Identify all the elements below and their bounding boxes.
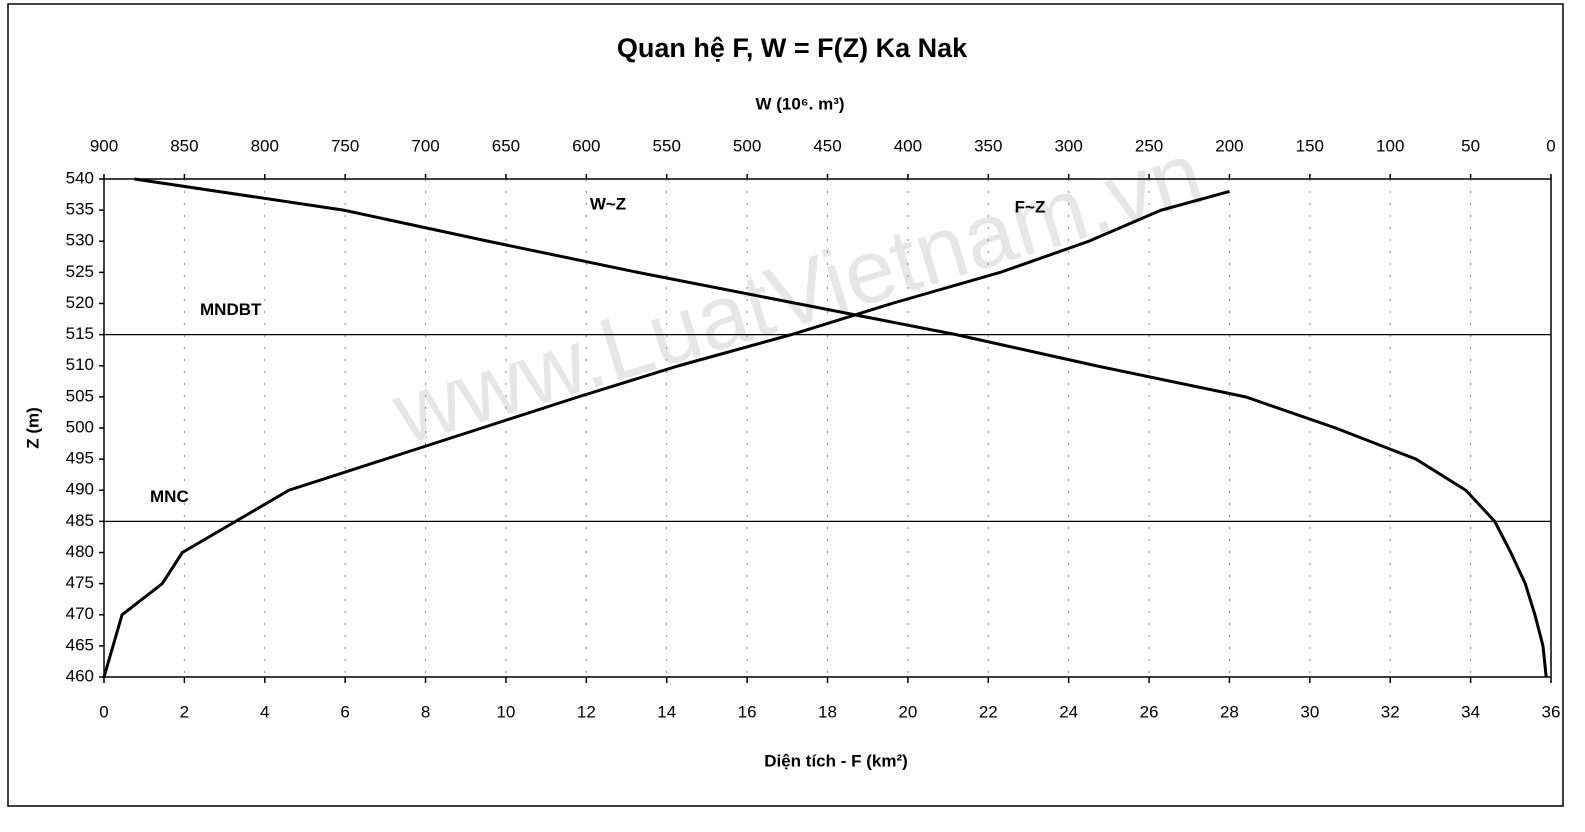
x2-tick-label: 900 bbox=[90, 136, 118, 155]
x2-tick-label: 600 bbox=[572, 136, 600, 155]
series-label: F~Z bbox=[1015, 197, 1046, 216]
x2-tick-label: 300 bbox=[1054, 136, 1082, 155]
x2-tick-label: 100 bbox=[1376, 136, 1404, 155]
y-tick-label: 480 bbox=[66, 542, 94, 561]
y-tick-label: 520 bbox=[66, 293, 94, 312]
y-tick-label: 475 bbox=[66, 573, 94, 592]
x-tick-label: 6 bbox=[340, 702, 349, 721]
reference-label: MNDBT bbox=[200, 300, 262, 319]
x2-tick-label: 550 bbox=[653, 136, 681, 155]
x-tick-label: 10 bbox=[496, 702, 515, 721]
x2-tick-label: 800 bbox=[251, 136, 279, 155]
x-tick-label: 14 bbox=[657, 702, 676, 721]
x2-tick-label: 350 bbox=[974, 136, 1002, 155]
x-tick-label: 22 bbox=[979, 702, 998, 721]
y-tick-label: 530 bbox=[66, 231, 94, 250]
y-tick-label: 500 bbox=[66, 417, 94, 436]
x2-tick-label: 650 bbox=[492, 136, 520, 155]
x-tick-label: 18 bbox=[818, 702, 837, 721]
x-tick-label: 34 bbox=[1461, 702, 1480, 721]
y-tick-label: 485 bbox=[66, 511, 94, 530]
y-tick-label: 535 bbox=[66, 200, 94, 219]
y-tick-label: 470 bbox=[66, 604, 94, 623]
reference-label: MNC bbox=[150, 487, 189, 506]
x-tick-label: 4 bbox=[260, 702, 269, 721]
x2-tick-label: 50 bbox=[1461, 136, 1480, 155]
y-tick-label: 515 bbox=[66, 324, 94, 343]
x-axis-label: Diện tích - F (km²) bbox=[764, 751, 908, 770]
x2-tick-label: 150 bbox=[1296, 136, 1324, 155]
x-tick-label: 28 bbox=[1220, 702, 1239, 721]
y-tick-label: 505 bbox=[66, 386, 94, 405]
y-tick-label: 510 bbox=[66, 355, 94, 374]
x-tick-label: 2 bbox=[180, 702, 189, 721]
x-tick-label: 8 bbox=[421, 702, 430, 721]
x-tick-label: 36 bbox=[1542, 702, 1561, 721]
series-label: W~Z bbox=[590, 194, 626, 213]
x2-tick-label: 200 bbox=[1215, 136, 1243, 155]
frame bbox=[7, 3, 1564, 807]
x-tick-label: 16 bbox=[738, 702, 757, 721]
x2-axis-label: W (10⁶. m³) bbox=[755, 94, 844, 113]
y-tick-label: 495 bbox=[66, 449, 94, 468]
x2-tick-label: 500 bbox=[733, 136, 761, 155]
chart-title: Quan hệ F, W = F(Z) Ka Nak bbox=[617, 33, 968, 63]
y-tick-label: 465 bbox=[66, 635, 94, 654]
y-tick-label: 525 bbox=[66, 262, 94, 281]
x2-tick-label: 850 bbox=[170, 136, 198, 155]
x-tick-label: 26 bbox=[1140, 702, 1159, 721]
series-line bbox=[134, 177, 1548, 678]
x2-tick-label: 450 bbox=[813, 136, 841, 155]
y-tick-label: 490 bbox=[66, 480, 94, 499]
y-axis-label: Z (m) bbox=[23, 407, 42, 449]
y-tick-label: 460 bbox=[66, 666, 94, 685]
x2-tick-label: 250 bbox=[1135, 136, 1163, 155]
x-tick-label: 30 bbox=[1300, 702, 1319, 721]
plot-area bbox=[103, 178, 1552, 678]
x-tick-label: 20 bbox=[898, 702, 917, 721]
x2-tick-label: 0 bbox=[1546, 136, 1555, 155]
x-tick-label: 12 bbox=[577, 702, 596, 721]
x2-tick-label: 700 bbox=[411, 136, 439, 155]
x2-tick-label: 750 bbox=[331, 136, 359, 155]
series-line bbox=[102, 190, 1230, 678]
x-tick-label: 24 bbox=[1059, 702, 1078, 721]
x-tick-label: 0 bbox=[99, 702, 108, 721]
x2-tick-label: 400 bbox=[894, 136, 922, 155]
x-tick-label: 32 bbox=[1381, 702, 1400, 721]
y-tick-label: 540 bbox=[66, 168, 94, 187]
